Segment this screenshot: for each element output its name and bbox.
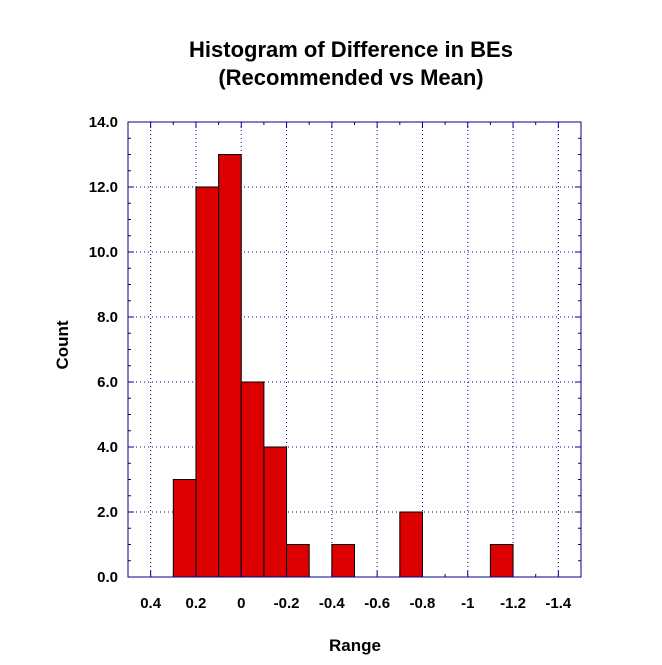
x-tick-label: 0.4 <box>140 595 162 612</box>
y-tick-label: 2.0 <box>97 504 118 521</box>
histogram-bar <box>263 446 288 578</box>
histogram-bar <box>195 186 220 578</box>
x-tick-label: -0.8 <box>410 595 436 612</box>
y-tick-label: 10.0 <box>89 244 118 261</box>
x-tick-label: -1.4 <box>545 595 572 612</box>
y-tick-label: 0.0 <box>97 569 118 586</box>
y-tick-label: 8.0 <box>97 309 118 326</box>
x-tick-label: -1.2 <box>500 595 526 612</box>
histogram-bar <box>218 154 242 578</box>
histogram-bar <box>489 544 514 578</box>
histogram-bar <box>240 381 265 578</box>
histogram-bar <box>331 544 356 578</box>
x-tick-label: -0.4 <box>319 595 346 612</box>
x-tick-label: 0 <box>237 595 245 612</box>
x-axis-label: Range <box>329 636 381 655</box>
x-tick-label: -1 <box>461 595 474 612</box>
x-tick-label: -0.2 <box>274 595 300 612</box>
chart-subtitle: (Recommended vs Mean) <box>218 65 483 90</box>
y-tick-label: 4.0 <box>97 439 118 456</box>
histogram-bar <box>172 479 197 578</box>
y-tick-label: 12.0 <box>89 179 118 196</box>
histogram-bars <box>172 154 514 578</box>
axes: 0.4 0.2 0 -0.2 -0.4 -0.6 -0.8 -1 -1.2 -1.4 0.0 2.0 4… <box>89 114 582 612</box>
x-tick-label: -0.6 <box>364 595 390 612</box>
y-tick-label: 6.0 <box>97 374 118 391</box>
histogram-bar <box>399 511 423 578</box>
x-tick-label: 0.2 <box>186 595 207 612</box>
y-axis-label: Count <box>53 320 72 369</box>
chart-title: Histogram of Difference in BEs <box>189 37 513 62</box>
histogram-bar <box>286 544 310 578</box>
y-tick-label: 14.0 <box>89 114 118 131</box>
